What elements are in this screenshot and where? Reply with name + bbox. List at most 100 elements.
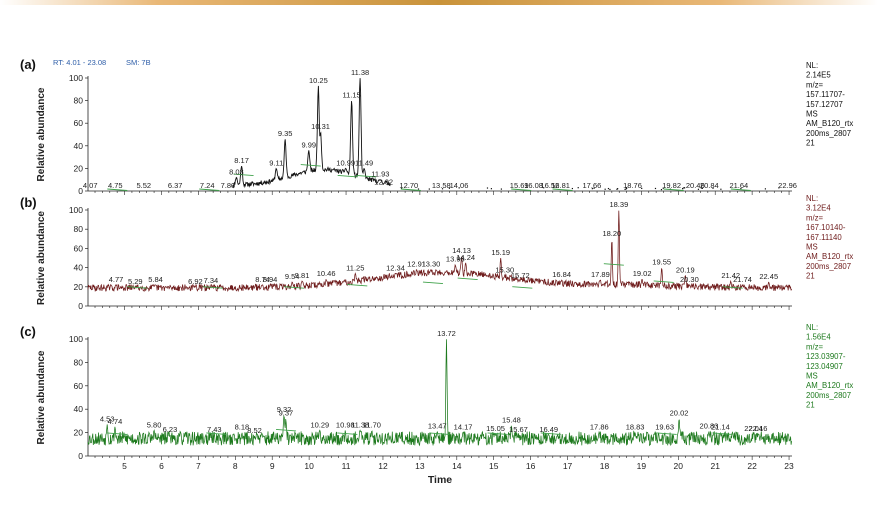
- peak-label: 9.35: [278, 129, 293, 138]
- peak-label: 15.30: [495, 265, 514, 274]
- baseline-marker: [199, 188, 220, 191]
- y-tick-label: 20: [74, 163, 84, 173]
- peak-label: 17.66: [583, 181, 602, 190]
- peak-label: 19.63: [655, 423, 674, 432]
- peak-label: 14.17: [454, 423, 473, 432]
- baseline-marker: [540, 432, 561, 435]
- nl-info-line: 3.12E4: [806, 204, 831, 213]
- baseline-marker: [487, 432, 508, 435]
- peak-label: 19.55: [652, 258, 671, 267]
- baseline-marker: [552, 188, 573, 191]
- peak-label: 6.23: [163, 425, 178, 434]
- nl-info-line: MS: [806, 243, 818, 252]
- peak-label: 13.30: [422, 260, 441, 269]
- x-tick-label: 9: [270, 461, 275, 471]
- y-tick-label: 20: [74, 428, 84, 438]
- peak-label: 13.96: [446, 255, 465, 264]
- peak-label: 4.75: [108, 181, 123, 190]
- peak-label: 12.70: [399, 181, 418, 190]
- x-tick-label: 20: [674, 461, 684, 471]
- noise-dot: [626, 187, 628, 189]
- trace-line-a: [231, 78, 391, 189]
- noise-dot: [490, 188, 493, 190]
- y-tick-label: 100: [69, 334, 83, 344]
- baseline-marker: [512, 286, 533, 289]
- peak-label: 8.18: [235, 423, 250, 432]
- peak-label: 12.34: [386, 263, 405, 272]
- x-tick-label: 22: [747, 461, 757, 471]
- x-tick-label: 13: [415, 461, 425, 471]
- top-accent-bar: [0, 0, 878, 5]
- nl-info-line: 167.11140: [806, 233, 842, 242]
- noise-dot: [701, 187, 704, 189]
- nl-info-line: NL:: [806, 61, 818, 70]
- x-tick-label: 7: [196, 461, 201, 471]
- x-tick-label: 8: [233, 461, 238, 471]
- nl-info-line: 157.11707-: [806, 90, 845, 99]
- peak-label: 20.30: [680, 275, 699, 284]
- nl-info-line: m/z=: [806, 80, 824, 89]
- baseline-marker: [106, 432, 127, 435]
- peak-label: 10.29: [310, 420, 329, 429]
- nl-info-line: AM_B120_rtx: [806, 252, 853, 261]
- nl-info-line: 123.04907: [806, 362, 843, 371]
- trace-line-c: [87, 339, 792, 447]
- peak-label: 16.52: [540, 181, 559, 190]
- baseline-marker: [663, 188, 684, 191]
- peak-label: 12.02: [374, 178, 393, 187]
- nl-info-line: 21: [806, 401, 815, 410]
- peak-label: 9.11: [269, 158, 283, 167]
- noise-dot: [617, 188, 619, 190]
- y-tick-label: 0: [78, 301, 83, 311]
- noise-dot: [700, 187, 702, 189]
- y-tick-label: 40: [74, 141, 84, 151]
- peak-label: 15.48: [502, 416, 521, 425]
- peak-label: 4.77: [109, 275, 124, 284]
- baseline-marker: [337, 432, 358, 435]
- noise-dot: [654, 187, 657, 190]
- noise-dot: [740, 187, 742, 190]
- peak-label: 21.74: [733, 275, 752, 284]
- y-tick-label: 80: [74, 224, 84, 234]
- peak-label: 8.17: [234, 156, 249, 165]
- nl-info-line: 2.14E5: [806, 71, 831, 80]
- peak-label: 11.38: [351, 68, 369, 77]
- peak-label: 10.46: [317, 269, 336, 278]
- y-axis-title-a: Relative abundance: [36, 87, 47, 181]
- trace-line-b: [87, 210, 792, 293]
- noise-dot: [697, 188, 700, 190]
- baseline-marker: [107, 188, 128, 191]
- baseline-marker: [284, 286, 305, 289]
- nl-info-line: AM_B120_rtx: [806, 119, 853, 128]
- x-tick-label: 16: [526, 461, 536, 471]
- peak-label: 11.38: [351, 420, 369, 429]
- peak-label: 21.14: [711, 423, 730, 432]
- nl-info-c: NL: 1.56E4 m/z= 123.03907-123.04907 MS AM_B12…: [806, 323, 853, 410]
- noise-dot: [609, 188, 611, 191]
- baseline-marker: [511, 188, 532, 191]
- panel-a: (a) Relative abundance 0 20 40 60 80 100 4.07 4.7…: [20, 57, 853, 196]
- peak-label: 19.02: [633, 269, 652, 278]
- nl-info-line: 21: [806, 272, 815, 281]
- peak-label: 9.99: [301, 140, 316, 149]
- noise-dot: [720, 188, 722, 190]
- panel-label-c: (c): [20, 324, 36, 339]
- noise-dot: [500, 188, 503, 190]
- y-tick-label: 60: [74, 243, 84, 253]
- rt-range-label: RT: 4.01 - 23.08: [53, 58, 106, 67]
- peak-label: 20.02: [670, 409, 689, 418]
- noise-dot: [486, 187, 489, 189]
- peak-label: 20.19: [676, 265, 695, 274]
- peak-label: 7.24: [200, 181, 215, 190]
- nl-info-line: 157.12707: [806, 100, 843, 109]
- noise-dot: [624, 188, 626, 191]
- x-tick-label: 18: [600, 461, 610, 471]
- y-tick-label: 0: [78, 451, 83, 461]
- x-tick-label: 5: [122, 461, 127, 471]
- noise-dot: [778, 187, 780, 189]
- peak-label: 8.94: [263, 275, 278, 284]
- y-axis-title-b: Relative abundance: [36, 211, 47, 305]
- peak-label: 20.83: [700, 421, 719, 430]
